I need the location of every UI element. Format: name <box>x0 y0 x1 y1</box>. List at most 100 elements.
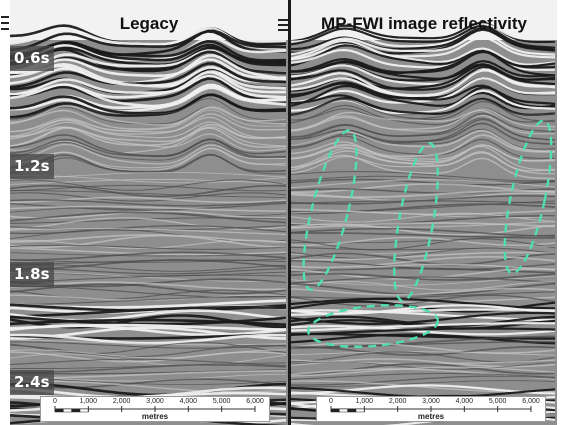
seismic-reflector <box>10 344 287 358</box>
scale-tick-label: 3,000 <box>422 398 440 405</box>
seismic-reflector <box>291 134 556 160</box>
seismic-reflector <box>291 311 556 325</box>
seismic-reflector <box>10 109 287 133</box>
seismic-reflector <box>10 295 286 306</box>
scale-segment <box>339 408 348 413</box>
seismic-reflector <box>10 199 287 207</box>
seismic-reflector <box>291 251 556 261</box>
seismic-reflector <box>10 380 287 393</box>
seismic-reflector <box>291 144 556 164</box>
seismic-reflector <box>291 309 556 322</box>
seismic-reflector <box>291 223 556 236</box>
seismic-reflector <box>10 378 287 389</box>
frame-marker-icon <box>278 19 288 31</box>
panel-title-mpfwi: MP-FWI image reflectivity <box>321 14 527 33</box>
seismic-reflector <box>10 58 287 79</box>
seismic-reflector <box>10 217 287 230</box>
seismic-reflector <box>10 205 286 212</box>
seismic-reflector <box>291 48 556 71</box>
seismic-reflector <box>10 306 287 318</box>
right-frame-edge <box>557 0 566 425</box>
seismic-reflector <box>10 190 286 198</box>
seismic-reflector <box>291 372 556 381</box>
scale-tick-label: 5,000 <box>488 398 507 405</box>
seismic-reflector <box>10 62 287 89</box>
scale-segment <box>330 408 340 413</box>
seismic-reflector <box>291 325 556 336</box>
seismic-reflector <box>10 207 287 217</box>
seismic-reflector <box>291 21 556 43</box>
seismic-reflector <box>10 228 287 236</box>
time-label-2-4s: 2.4s <box>10 370 54 395</box>
seismic-reflector <box>10 234 287 248</box>
scale-tick-label: 0 <box>329 398 333 405</box>
seismic-reflector <box>10 264 287 272</box>
scale-tick-label: 2,000 <box>388 398 407 405</box>
scale-unit-label: metres <box>417 412 445 421</box>
seismic-reflector <box>291 252 556 266</box>
seismic-reflector <box>10 341 287 349</box>
seismic-reflector <box>10 179 287 191</box>
panel-title-legacy: Legacy <box>119 14 179 33</box>
seismic-reflector <box>10 30 286 53</box>
seismic-reflector <box>291 315 556 327</box>
seismic-reflector <box>291 179 556 189</box>
seismic-reflector <box>291 222 556 229</box>
scale-segment <box>54 408 64 413</box>
seismic-reflector <box>291 200 556 205</box>
seismic-reflector <box>291 171 556 182</box>
seismic-reflector <box>10 267 287 275</box>
seismic-reflector <box>10 67 286 94</box>
seismic-reflector <box>291 380 556 387</box>
seismic-reflector <box>10 274 287 284</box>
seismic-reflector <box>10 184 287 192</box>
time-label-0-6s: 0.6s <box>10 46 54 71</box>
highlight-ellipse-right <box>503 119 553 275</box>
seismic-reflector <box>291 276 556 284</box>
seismic-reflector <box>10 333 287 345</box>
scale-segment <box>347 408 357 413</box>
legacy-seismic-panel: Legacy 0.6s 1.2s 1.8s 2.4s metres 0 1,000… <box>10 0 288 425</box>
seismic-reflector <box>291 236 556 247</box>
seismic-reflector <box>10 127 287 148</box>
scale-tick-label: 3,000 <box>146 398 164 405</box>
seismic-reflector <box>291 145 556 171</box>
seismic-reflector <box>291 178 556 186</box>
scale-bar-graphic <box>54 406 256 413</box>
seismic-reflector <box>291 287 556 296</box>
time-label-1-8s: 1.8s <box>10 262 54 287</box>
seismic-reflector <box>291 211 556 219</box>
seismic-reflector <box>10 138 287 158</box>
left-frame-edge <box>0 0 10 425</box>
scale-tick-label: 0 <box>53 398 57 405</box>
seismic-reflector <box>291 98 556 123</box>
seismic-reflector <box>10 175 287 184</box>
seismic-reflector <box>10 153 287 175</box>
seismic-reflector <box>291 114 556 135</box>
seismic-reflector <box>291 256 556 269</box>
seismic-reflector <box>10 154 287 174</box>
seismic-reflector <box>10 259 287 271</box>
seismic-reflector <box>291 358 556 368</box>
seismic-reflector <box>291 76 556 104</box>
seismic-reflector <box>291 112 556 139</box>
seismic-reflector <box>291 375 556 386</box>
seismic-reflector <box>291 281 556 291</box>
seismic-reflector <box>291 238 556 251</box>
seismic-reflector <box>291 327 556 337</box>
seismic-reflector <box>291 32 556 56</box>
scale-segment <box>63 408 72 413</box>
seismic-reflector <box>291 341 555 349</box>
seismic-reflector <box>10 373 287 382</box>
seismic-reflector <box>10 93 287 119</box>
seismic-reflector <box>10 285 287 298</box>
seismic-reflector <box>10 281 287 291</box>
frame-marker-icon <box>1 16 9 30</box>
seismic-reflector <box>10 364 287 374</box>
scale-tick-label: 4,000 <box>455 398 474 405</box>
seismic-reflector <box>10 106 287 130</box>
seismic-reflector <box>291 308 556 316</box>
seismic-reflector <box>10 97 286 121</box>
seismic-reflector <box>291 342 556 354</box>
seismic-reflector <box>291 81 556 109</box>
